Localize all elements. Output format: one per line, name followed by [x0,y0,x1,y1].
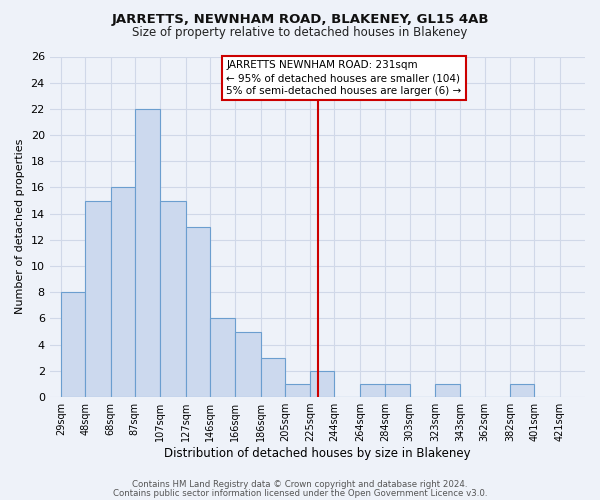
Bar [135,109,160,397]
Text: JARRETTS, NEWNHAM ROAD, BLAKENEY, GL15 4AB: JARRETTS, NEWNHAM ROAD, BLAKENEY, GL15 4… [111,12,489,26]
Bar [235,332,261,397]
Bar [435,384,460,397]
Bar [160,200,186,397]
Bar [85,200,111,397]
Text: JARRETTS NEWNHAM ROAD: 231sqm
← 95% of detached houses are smaller (104)
5% of s: JARRETTS NEWNHAM ROAD: 231sqm ← 95% of d… [226,60,461,96]
Text: Contains public sector information licensed under the Open Government Licence v3: Contains public sector information licen… [113,489,487,498]
Bar [61,292,85,397]
Bar [285,384,310,397]
Text: Size of property relative to detached houses in Blakeney: Size of property relative to detached ho… [133,26,467,39]
Bar [261,358,285,397]
Bar [360,384,385,397]
Bar [310,371,334,397]
Y-axis label: Number of detached properties: Number of detached properties [15,139,25,314]
Bar [510,384,534,397]
Bar [210,318,235,397]
Bar [111,188,135,397]
X-axis label: Distribution of detached houses by size in Blakeney: Distribution of detached houses by size … [164,447,470,460]
Bar [385,384,410,397]
Bar [186,227,210,397]
Text: Contains HM Land Registry data © Crown copyright and database right 2024.: Contains HM Land Registry data © Crown c… [132,480,468,489]
